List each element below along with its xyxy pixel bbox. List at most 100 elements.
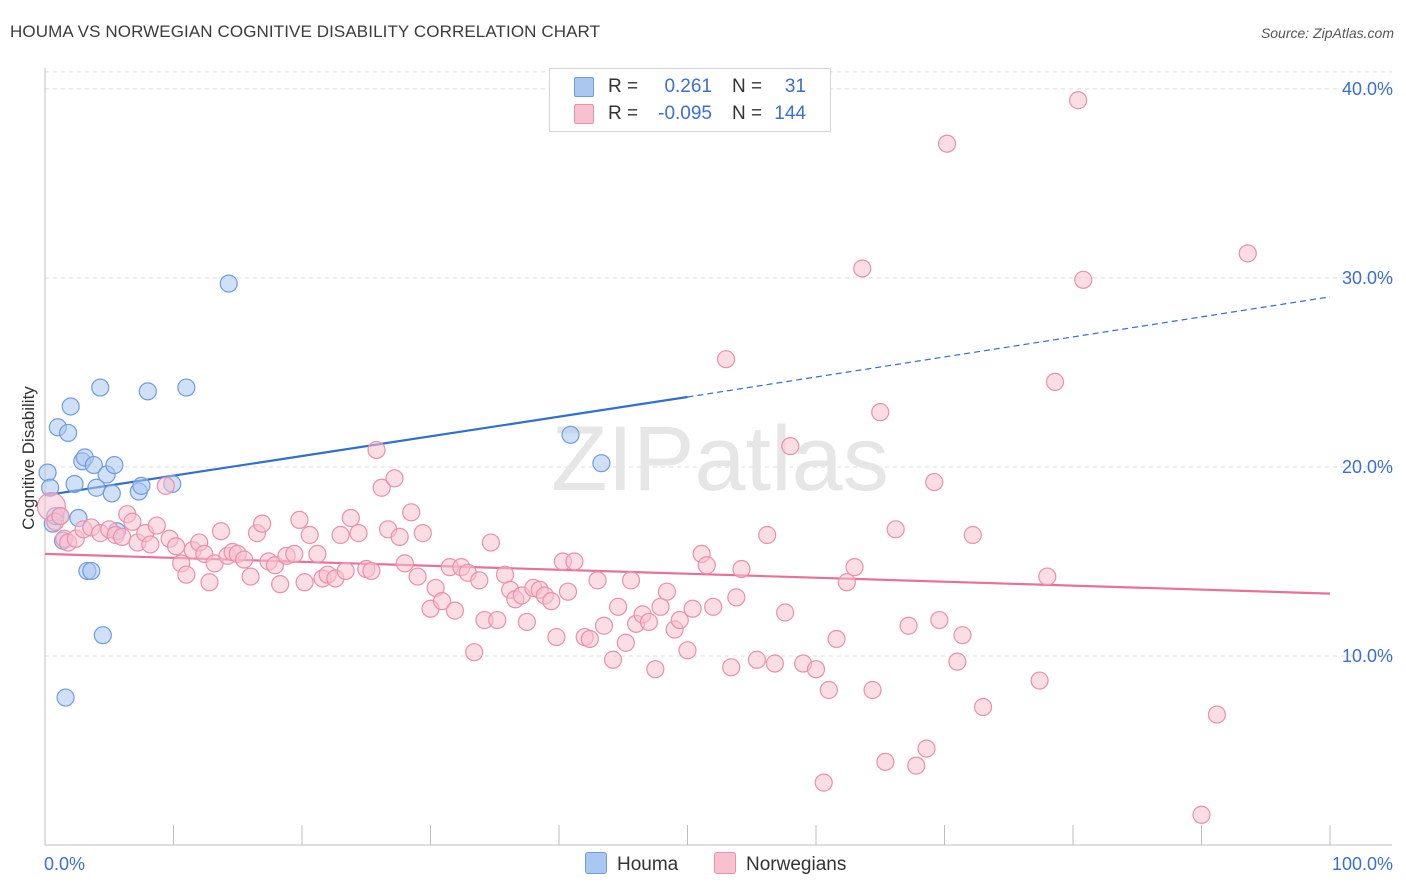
norwegians-point xyxy=(580,629,599,649)
norwegians-point xyxy=(241,567,260,586)
norwegians-point xyxy=(1074,270,1093,289)
norwegians-point xyxy=(819,680,838,700)
norwegians-point xyxy=(621,571,641,590)
norwegians-point xyxy=(1207,705,1227,724)
y-tick-label: 40.0% xyxy=(1342,79,1393,99)
norwegians-point xyxy=(651,597,670,616)
norwegians-point xyxy=(285,544,304,564)
norwegians-point xyxy=(781,437,800,456)
houma-trend-line xyxy=(44,395,688,497)
norwegians-point xyxy=(1038,567,1057,586)
norwegians-point xyxy=(1030,671,1049,690)
n-label: N = xyxy=(732,76,763,97)
x-tick-label: 0.0% xyxy=(44,854,85,874)
norwegians-point xyxy=(517,612,536,632)
norwegians-point xyxy=(827,629,846,649)
norwegians-point xyxy=(973,697,993,717)
norwegians-point xyxy=(765,654,784,673)
norwegians-point xyxy=(588,571,607,590)
norwegians-point xyxy=(51,506,70,526)
norwegians-point xyxy=(806,660,826,679)
norwegians-point xyxy=(300,525,319,545)
norwegians-point xyxy=(395,554,414,573)
norwegians-point xyxy=(470,571,489,590)
norwegians-point xyxy=(727,588,746,607)
chart-title: HOUMA VS NORWEGIAN COGNITIVE DISABILITY … xyxy=(10,22,601,41)
norwegians-point xyxy=(853,259,872,278)
axes xyxy=(44,68,1392,846)
houma-point xyxy=(132,476,151,495)
legend-label-houma: Houma xyxy=(617,854,679,875)
norwegians-point xyxy=(156,476,175,495)
norwegians-point xyxy=(413,524,432,543)
norwegians-point xyxy=(886,520,905,539)
houma-point xyxy=(138,382,157,401)
houma-point xyxy=(105,455,124,475)
x-tick-label: 100.0% xyxy=(1332,854,1393,874)
norwegians-point xyxy=(465,643,484,662)
norwegians-point xyxy=(385,469,404,488)
norwegians-point xyxy=(123,512,142,531)
houma-swatch xyxy=(574,77,594,97)
norwegians-point xyxy=(930,610,949,630)
stats-row-houma: R = 0.261 N = 31 xyxy=(550,74,830,100)
trend-lines xyxy=(44,296,1331,595)
houma-point xyxy=(102,484,121,503)
legend-item-norwegians[interactable]: Norwegians xyxy=(714,852,846,876)
norwegians-point xyxy=(362,561,381,581)
norwegians-point xyxy=(937,134,957,153)
norwegians-point xyxy=(558,582,578,601)
norwegians-point xyxy=(253,514,272,533)
houma-point xyxy=(84,455,103,475)
norwegians-point xyxy=(863,680,882,700)
houma-point xyxy=(561,425,580,444)
norwegians-point xyxy=(899,616,918,635)
norwegians-point xyxy=(603,650,623,669)
norwegians-point xyxy=(814,773,833,792)
norwegians-point xyxy=(200,573,219,592)
norwegians-point xyxy=(235,550,254,569)
norwegians-point xyxy=(953,626,972,645)
houma-point xyxy=(56,688,75,707)
norwegians-point xyxy=(141,535,160,554)
norwegians-point xyxy=(1069,91,1088,110)
norwegians-point xyxy=(488,610,507,630)
norwegians-point xyxy=(308,544,327,564)
norwegians-point xyxy=(495,565,515,584)
norwegians-trend-line xyxy=(44,552,1331,595)
norwegians-point xyxy=(925,472,944,492)
norwegians-point xyxy=(565,552,584,571)
houma-legend-swatch xyxy=(585,852,607,874)
stats-row-norwegians: R = -0.095 N = 144 xyxy=(550,101,830,127)
n-label: N = xyxy=(732,103,763,124)
legend-item-houma[interactable]: Houma xyxy=(585,852,678,876)
norwegians-point xyxy=(594,616,614,635)
houma-point xyxy=(82,561,101,581)
norwegians-point xyxy=(683,599,702,618)
norwegians-point xyxy=(432,592,452,611)
norwegians-point xyxy=(657,582,677,601)
norwegians-point xyxy=(758,525,777,545)
norwegians-point xyxy=(1192,805,1211,824)
r-value: 0.261 xyxy=(664,76,712,97)
norwegians-point xyxy=(704,597,723,616)
legend-label-norwegians: Norwegians xyxy=(746,854,847,875)
norwegians-point xyxy=(609,597,628,616)
norwegians-point xyxy=(336,561,355,581)
y-axis-label: Cognitive Disability xyxy=(19,386,38,530)
houma-point xyxy=(93,626,112,645)
y-tick-label: 30.0% xyxy=(1342,268,1393,288)
houma-point xyxy=(61,397,80,416)
norwegians-point xyxy=(331,525,350,545)
norwegians-swatch xyxy=(574,104,594,124)
norwegians-point xyxy=(747,650,766,669)
norwegians-point xyxy=(871,403,890,422)
norwegians-point xyxy=(147,516,166,535)
norwegians-point xyxy=(402,503,421,522)
norwegians-point xyxy=(271,575,290,594)
norwegians-point xyxy=(716,350,736,369)
houma-point xyxy=(219,274,238,293)
norwegians-point xyxy=(907,756,926,775)
houma-point xyxy=(59,423,78,443)
